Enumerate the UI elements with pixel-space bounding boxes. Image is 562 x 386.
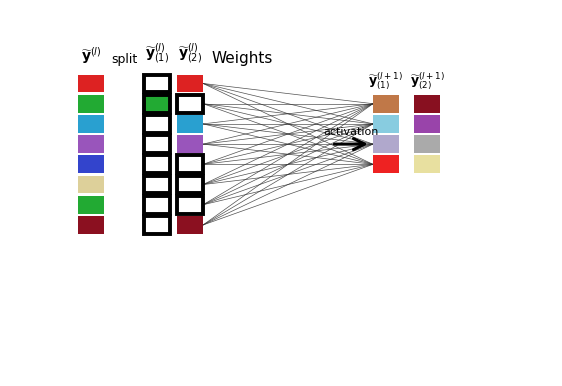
Bar xyxy=(144,196,170,214)
Bar xyxy=(177,74,203,92)
Bar xyxy=(177,196,203,214)
Bar xyxy=(78,115,104,133)
Bar xyxy=(144,216,170,234)
Bar xyxy=(78,216,104,234)
Text: $\widetilde{\mathbf{y}}_{(1)}^{(l+1)}$: $\widetilde{\mathbf{y}}_{(1)}^{(l+1)}$ xyxy=(369,71,404,92)
Bar xyxy=(177,95,203,113)
Bar xyxy=(144,74,170,92)
Bar xyxy=(144,156,170,173)
Text: Weights: Weights xyxy=(212,51,273,66)
Bar xyxy=(414,135,441,153)
Text: $\widetilde{\mathbf{y}}_{(2)}^{(l)}$: $\widetilde{\mathbf{y}}_{(2)}^{(l)}$ xyxy=(178,41,202,66)
Bar xyxy=(144,115,170,133)
Bar xyxy=(78,135,104,153)
Bar xyxy=(373,156,399,173)
Text: $\widetilde{\mathbf{y}}_{(1)}^{(l)}$: $\widetilde{\mathbf{y}}_{(1)}^{(l)}$ xyxy=(146,41,169,66)
Bar xyxy=(177,216,203,234)
Bar xyxy=(414,115,441,133)
Bar xyxy=(177,176,203,193)
Bar xyxy=(144,176,170,193)
Bar xyxy=(78,196,104,214)
Bar xyxy=(78,176,104,193)
Bar xyxy=(373,135,399,153)
Bar xyxy=(78,95,104,113)
Bar xyxy=(414,156,441,173)
Bar xyxy=(177,156,203,173)
Bar xyxy=(78,156,104,173)
Bar xyxy=(177,135,203,153)
Bar xyxy=(414,95,441,113)
Bar xyxy=(373,95,399,113)
Text: activation: activation xyxy=(324,127,379,137)
Bar xyxy=(373,115,399,133)
Bar xyxy=(78,74,104,92)
Text: $\widetilde{\mathbf{y}}^{(l)}$: $\widetilde{\mathbf{y}}^{(l)}$ xyxy=(81,45,102,66)
Text: split: split xyxy=(111,52,137,66)
Bar xyxy=(177,115,203,133)
Bar xyxy=(144,95,170,113)
Text: $\widetilde{\mathbf{y}}_{(2)}^{(l+1)}$: $\widetilde{\mathbf{y}}_{(2)}^{(l+1)}$ xyxy=(410,71,445,92)
Bar xyxy=(144,135,170,153)
